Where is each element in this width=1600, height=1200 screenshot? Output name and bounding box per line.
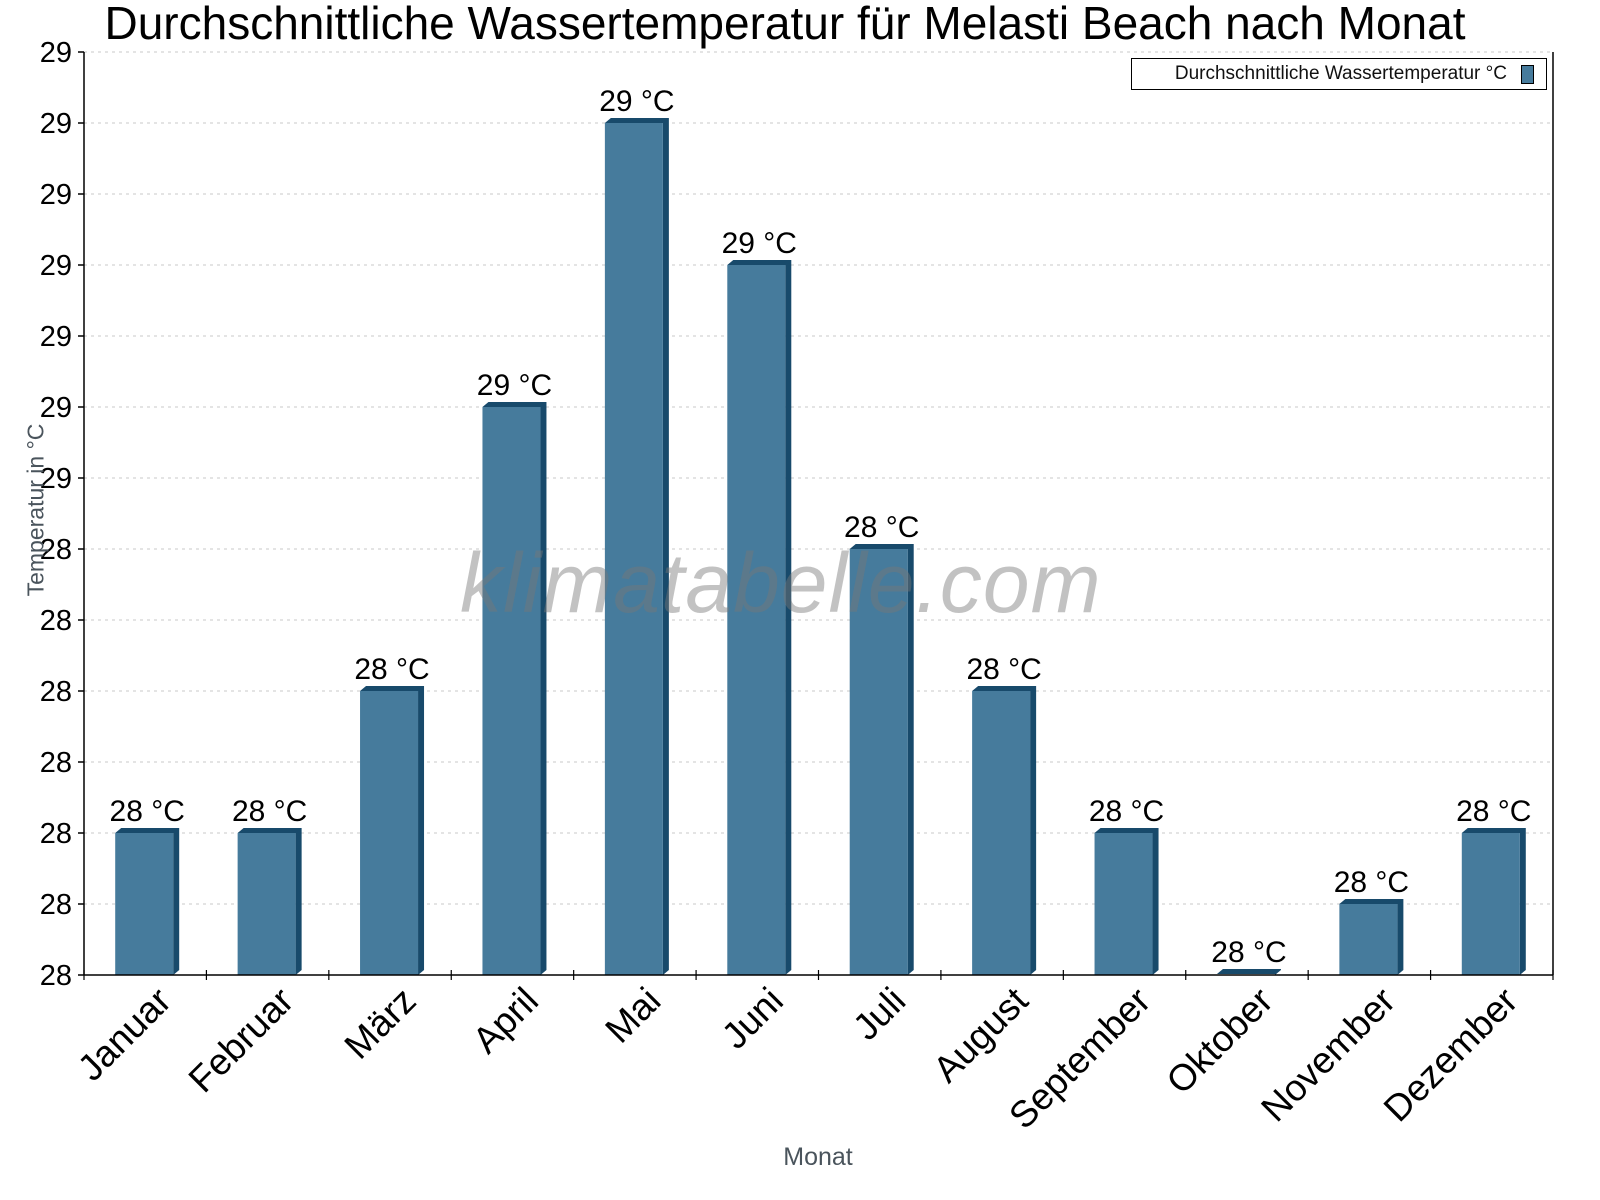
- y-tick-label: 28: [40, 676, 72, 708]
- data-label: 28 °C: [966, 653, 1041, 686]
- data-label: 29 °C: [599, 85, 674, 118]
- y-tick-label: 29: [40, 321, 72, 353]
- x-tick-label: Februar: [181, 980, 302, 1101]
- data-label: 29 °C: [722, 227, 797, 260]
- bar: [1094, 833, 1153, 975]
- y-tick-label: 29: [40, 108, 72, 140]
- y-tick-label: 28: [40, 534, 72, 566]
- bar: [604, 123, 663, 975]
- y-tick-label: 28: [40, 889, 72, 921]
- bar: [1339, 904, 1398, 975]
- data-label: 28 °C: [844, 511, 919, 544]
- legend[interactable]: Durchschnittliche Wassertemperatur °C: [1131, 58, 1547, 90]
- y-tick-label: 28: [40, 818, 72, 850]
- x-axis-title: Monat: [783, 1143, 853, 1171]
- y-tick-label: 29: [40, 179, 72, 211]
- bar: [727, 265, 786, 975]
- bar: [237, 833, 296, 975]
- bar: [360, 691, 419, 975]
- bar: [849, 549, 908, 975]
- data-label: 28 °C: [1456, 795, 1531, 828]
- legend-label: Durchschnittliche Wassertemperatur °C: [1174, 63, 1507, 84]
- y-tick-label: 29: [40, 250, 72, 282]
- x-tick-label: Juni: [714, 980, 791, 1057]
- x-tick-label: November: [1253, 980, 1403, 1130]
- y-tick-label: 29: [40, 37, 72, 69]
- y-tick-label: 28: [40, 605, 72, 637]
- data-label: 28 °C: [232, 795, 307, 828]
- legend-swatch: [1521, 64, 1534, 84]
- x-tick-label: April: [465, 980, 546, 1061]
- data-label: 28 °C: [354, 653, 429, 686]
- x-tick-label: März: [337, 980, 424, 1067]
- data-label: 28 °C: [1334, 866, 1409, 899]
- x-tick-label: Oktober: [1159, 980, 1281, 1102]
- data-label: 28 °C: [1089, 795, 1164, 828]
- y-tick-label: 28: [40, 960, 72, 992]
- bar: [482, 407, 541, 975]
- chart-title: Durchschnittliche Wassertemperatur für M…: [104, 0, 1466, 49]
- x-tick-label: Mai: [597, 980, 668, 1051]
- y-tick-label: 29: [40, 392, 72, 424]
- data-label: 29 °C: [477, 369, 552, 402]
- x-tick-label: Januar: [70, 980, 179, 1089]
- y-tick-label: 28: [40, 747, 72, 779]
- bar: [972, 691, 1031, 975]
- x-tick-label: Dezember: [1376, 980, 1526, 1130]
- bar: [1461, 833, 1520, 975]
- bar-shade: [1216, 969, 1281, 975]
- bar: [115, 833, 174, 975]
- data-label: 28 °C: [110, 795, 185, 828]
- data-label: 28 °C: [1211, 936, 1286, 969]
- x-tick-label: Juli: [845, 980, 913, 1048]
- y-tick-label: 29: [40, 463, 72, 495]
- watermark: klimatabelle.com: [460, 536, 1102, 630]
- y-axis-title: Temperatur in °C: [22, 423, 49, 597]
- x-tick-label: August: [925, 979, 1036, 1090]
